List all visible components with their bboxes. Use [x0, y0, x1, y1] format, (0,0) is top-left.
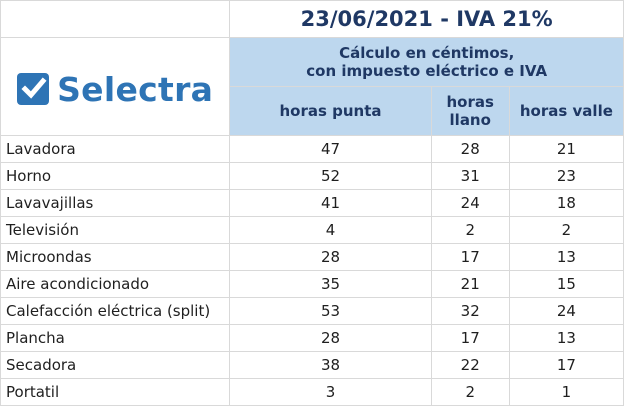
appliance-name-cell[interactable]: Aire acondicionado: [0, 270, 231, 298]
col-header-valle[interactable]: horas valle: [508, 86, 624, 136]
col-header-llano-line2: llano: [449, 111, 491, 129]
punta-value-cell[interactable]: 38: [229, 351, 432, 379]
logo-text: Selectra: [57, 69, 214, 109]
selectra-logo: Selectra: [17, 70, 213, 109]
table-row: Aire acondicionado 35 21 15: [0, 270, 624, 298]
valle-value-cell[interactable]: 13: [508, 243, 624, 271]
valle-value-cell[interactable]: 1: [508, 378, 624, 406]
llano-value-cell[interactable]: 32: [430, 297, 510, 325]
llano-value-cell[interactable]: 2: [430, 216, 510, 244]
llano-value-cell[interactable]: 24: [430, 189, 510, 217]
punta-value-cell[interactable]: 4: [229, 216, 432, 244]
calc-header[interactable]: Cálculo en céntimos, con impuesto eléctr…: [229, 37, 624, 87]
appliance-name-cell[interactable]: Microondas: [0, 243, 231, 271]
table-body: Lavadora 47 28 21 Horno 52 31 23 Lavavajillas 41 2…: [0, 135, 624, 406]
punta-value-cell[interactable]: 35: [229, 270, 432, 298]
valle-value-cell[interactable]: 24: [508, 297, 624, 325]
valle-value-cell[interactable]: 13: [508, 324, 624, 352]
punta-value-cell[interactable]: 3: [229, 378, 432, 406]
calc-header-line2: con impuesto eléctrico e IVA: [306, 62, 548, 80]
appliance-name-cell[interactable]: Portatil: [0, 378, 231, 406]
appliance-name-cell[interactable]: Secadora: [0, 351, 231, 379]
appliance-name-cell[interactable]: Lavadora: [0, 135, 231, 163]
col-header-llano-line1: horas: [446, 93, 494, 111]
table-row: Microondas 28 17 13: [0, 243, 624, 271]
empty-cell[interactable]: [0, 0, 231, 38]
price-table: 23/06/2021 - IVA 21% Selectra Cálculo en…: [0, 0, 624, 406]
valle-value-cell[interactable]: 2: [508, 216, 624, 244]
table-row: Lavadora 47 28 21: [0, 135, 624, 163]
punta-value-cell[interactable]: 47: [229, 135, 432, 163]
col-header-punta[interactable]: horas punta: [229, 86, 432, 136]
valle-value-cell[interactable]: 21: [508, 135, 624, 163]
llano-value-cell[interactable]: 17: [430, 324, 510, 352]
punta-value-cell[interactable]: 28: [229, 243, 432, 271]
date-title[interactable]: 23/06/2021 - IVA 21%: [229, 0, 624, 38]
llano-value-cell[interactable]: 31: [430, 162, 510, 190]
llano-value-cell[interactable]: 17: [430, 243, 510, 271]
punta-value-cell[interactable]: 52: [229, 162, 432, 190]
checkbox-check-icon: [17, 73, 50, 106]
punta-value-cell[interactable]: 41: [229, 189, 432, 217]
llano-value-cell[interactable]: 22: [430, 351, 510, 379]
appliance-name-cell[interactable]: Calefacción eléctrica (split): [0, 297, 231, 325]
llano-value-cell[interactable]: 21: [430, 270, 510, 298]
valle-value-cell[interactable]: 23: [508, 162, 624, 190]
llano-value-cell[interactable]: 2: [430, 378, 510, 406]
table-row: Portatil 3 2 1: [0, 378, 624, 406]
table-row: Secadora 38 22 17: [0, 351, 624, 379]
appliance-name-cell[interactable]: Lavavajillas: [0, 189, 231, 217]
table-row: Calefacción eléctrica (split) 53 32 24: [0, 297, 624, 325]
col-header-llano[interactable]: horas llano: [430, 86, 510, 136]
valle-value-cell[interactable]: 15: [508, 270, 624, 298]
table-row: Televisión 4 2 2: [0, 216, 624, 244]
calc-header-line1: Cálculo en céntimos,: [339, 44, 515, 62]
appliance-name-cell[interactable]: Horno: [0, 162, 231, 190]
llano-value-cell[interactable]: 28: [430, 135, 510, 163]
punta-value-cell[interactable]: 28: [229, 324, 432, 352]
appliance-name-cell[interactable]: Televisión: [0, 216, 231, 244]
valle-value-cell[interactable]: 17: [508, 351, 624, 379]
punta-value-cell[interactable]: 53: [229, 297, 432, 325]
appliance-name-cell[interactable]: Plancha: [0, 324, 231, 352]
table-row: Lavavajillas 41 24 18: [0, 189, 624, 217]
valle-value-cell[interactable]: 18: [508, 189, 624, 217]
table-row: Horno 52 31 23: [0, 162, 624, 190]
table-row: Plancha 28 17 13: [0, 324, 624, 352]
logo-cell[interactable]: Selectra: [0, 37, 231, 136]
